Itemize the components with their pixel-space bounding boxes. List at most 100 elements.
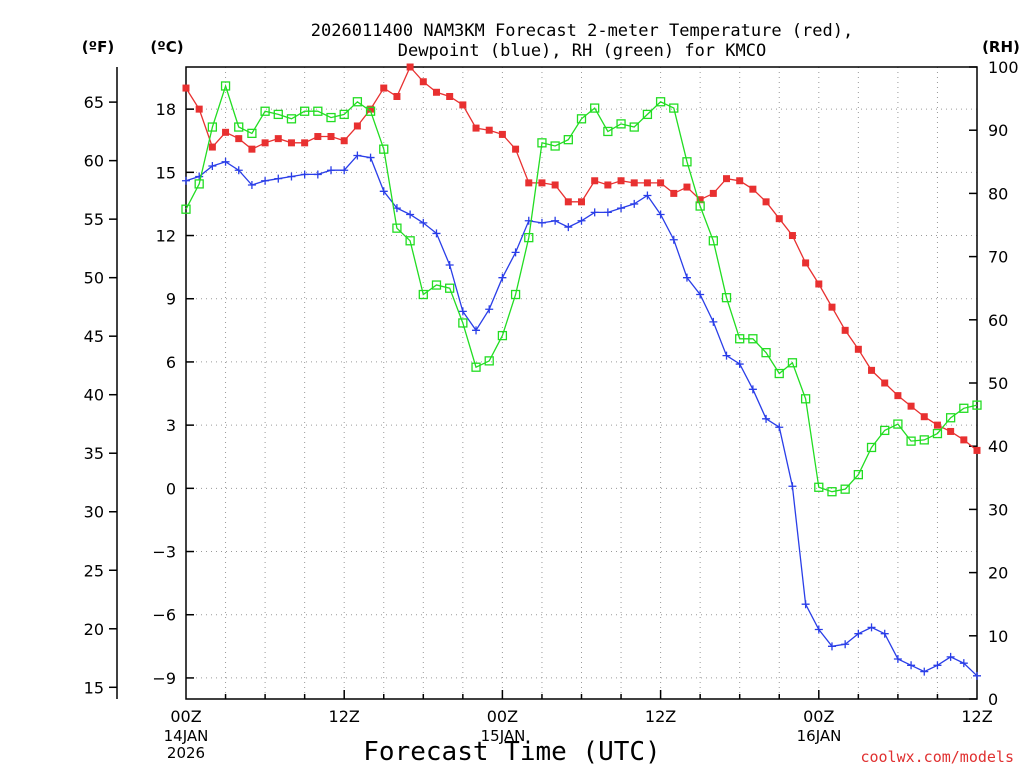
dewpoint-point: [590, 208, 599, 217]
2-meter-temperature-point: [195, 105, 203, 113]
rh-point: [418, 289, 428, 300]
celsius-tick-label: 0: [166, 479, 176, 498]
rh-point: [655, 97, 666, 107]
2-meter-temperature-point: [960, 436, 968, 444]
dewpoint-point: [880, 629, 889, 638]
dewpoint-point: [696, 290, 705, 299]
2-meter-temperature-point: [802, 259, 810, 267]
celsius-tick-label: 9: [166, 290, 176, 309]
2-meter-temperature-point: [472, 124, 480, 132]
rh-point: [260, 106, 270, 116]
dewpoint-point: [511, 248, 520, 257]
dewpoint-point: [551, 216, 560, 225]
2-meter-temperature-point: [327, 133, 335, 141]
dewpoint-point: [287, 172, 296, 181]
2-meter-temperature-point: [287, 139, 295, 147]
dewpoint-point: [643, 191, 652, 200]
rh-point: [906, 436, 916, 446]
rh-point: [194, 179, 204, 189]
credit-link[interactable]: coolwx.com/models: [860, 748, 1014, 766]
rh-point: [471, 362, 481, 372]
rh-line: [185, 83, 978, 493]
2-meter-temperature-point: [380, 84, 388, 92]
date-label-16jan: 16JAN: [797, 727, 842, 745]
2-meter-temperature-point: [894, 392, 902, 400]
date-label-14jan: 14JAN: [164, 727, 209, 745]
2-meter-temperature-point: [868, 366, 876, 374]
2-meter-temperature-point: [947, 427, 955, 435]
dewpoint-point: [458, 307, 467, 316]
fahrenheit-tick-label: 25: [84, 561, 104, 580]
2-meter-temperature-point: [696, 196, 704, 204]
rh-point: [721, 293, 732, 303]
rh-point: [247, 128, 257, 139]
dewpoint-point: [669, 235, 678, 244]
dewpoint-point: [340, 166, 349, 175]
2-meter-temperature-point: [749, 185, 757, 193]
axes: 1815129630−3−6−9656055504540353025201510…: [84, 58, 1019, 726]
fahrenheit-tick-label: 40: [84, 386, 104, 405]
2-meter-temperature-point: [393, 92, 401, 100]
fahrenheit-tick-label: 35: [84, 444, 104, 463]
dewpoint-series: [182, 151, 981, 680]
grid-lines: [186, 67, 977, 699]
dewpoint-point: [656, 210, 665, 219]
2-meter-temperature-point: [630, 179, 638, 187]
x-tick-label: 12Z: [645, 707, 676, 726]
dewpoint-point: [419, 218, 428, 227]
dewpoint-point: [537, 218, 546, 227]
rh-tick-label: 100: [988, 58, 1019, 77]
dewpoint-point: [920, 667, 929, 676]
dewpoint-point: [300, 170, 309, 179]
2-meter-temperature-point: [683, 183, 691, 191]
rh-point: [695, 201, 705, 211]
2-meter-temperature-point: [564, 198, 572, 206]
rh-tick-label: 80: [988, 184, 1008, 203]
dewpoint-point: [709, 317, 718, 326]
2-meter-temperature-point: [406, 63, 414, 71]
rh-point: [642, 109, 653, 120]
fahrenheit-tick-label: 50: [84, 269, 104, 288]
2-meter-temperature-point: [973, 446, 981, 454]
2-meter-temperature-point: [208, 143, 216, 151]
rh-point: [761, 348, 771, 358]
rh-point: [273, 109, 283, 120]
rh-point: [840, 484, 850, 494]
rh-point: [458, 318, 468, 328]
rh-tick-label: 60: [988, 311, 1008, 330]
2-meter-temperature-point: [841, 326, 849, 334]
2-meter-temperature-series: [182, 63, 981, 454]
2-meter-temperature-point: [261, 139, 269, 147]
dewpoint-point: [748, 385, 757, 394]
rh-tick-label: 30: [988, 500, 1008, 519]
dewpoint-point: [221, 157, 230, 166]
dewpoint-point: [432, 229, 441, 238]
celsius-tick-label: −3: [152, 543, 176, 562]
rh-point: [919, 435, 929, 445]
2-meter-temperature-point: [591, 177, 599, 185]
rh-point: [827, 487, 837, 497]
rh-point: [735, 334, 745, 344]
dewpoint-point: [762, 414, 771, 423]
rh-series: [181, 81, 982, 497]
dewpoint-point: [195, 172, 204, 181]
dewpoint-point: [485, 305, 494, 314]
celsius-tick-label: 3: [166, 416, 176, 435]
rh-point: [326, 112, 336, 123]
2-meter-temperature-point: [828, 303, 836, 311]
date-label-15jan: 15JAN: [481, 727, 526, 745]
rh-point: [234, 122, 244, 132]
2-meter-temperature-point: [235, 135, 243, 143]
data-series: [181, 63, 982, 680]
2-meter-temperature-point: [815, 280, 823, 288]
rh-point: [365, 106, 376, 116]
2-meter-temperature-point: [723, 175, 731, 183]
x-tick-label: 12Z: [961, 707, 992, 726]
dewpoint-point: [735, 360, 744, 369]
2-meter-temperature-point: [498, 130, 506, 138]
2-meter-temperature-point: [353, 122, 361, 130]
rh-point: [708, 236, 718, 246]
2-meter-temperature-point: [709, 189, 717, 197]
fahrenheit-unit-label: (ºF): [82, 38, 114, 56]
